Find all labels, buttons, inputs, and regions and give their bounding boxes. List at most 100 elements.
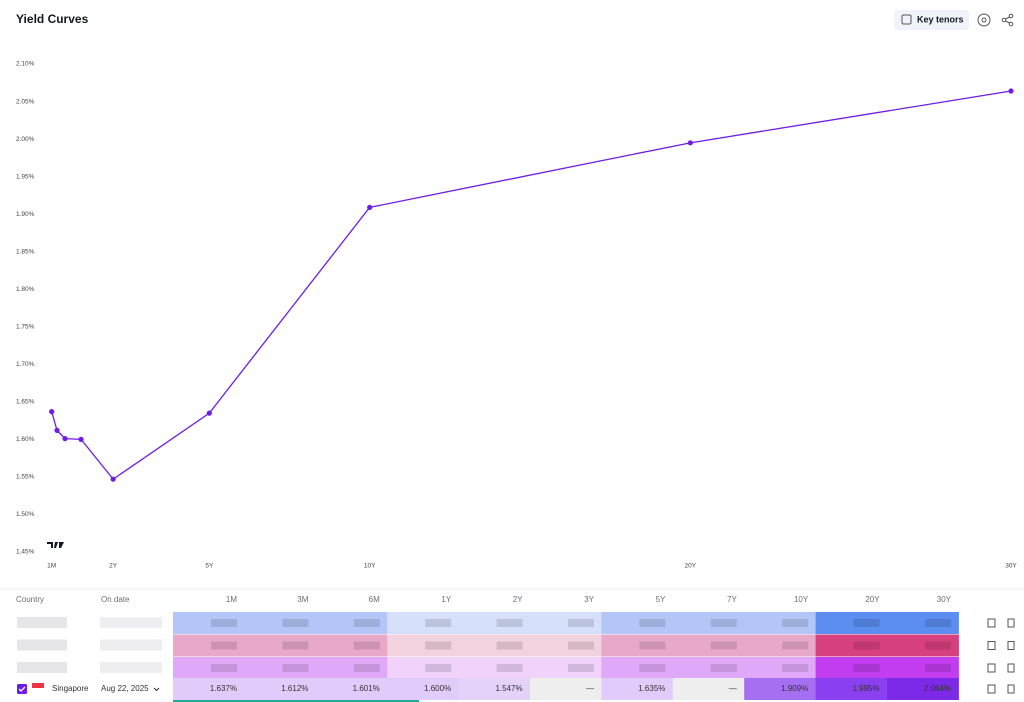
blurred-value: [925, 641, 951, 650]
y-tick-label: 1.80%: [16, 286, 35, 293]
blurred-value: [639, 619, 666, 627]
row-underline: [173, 700, 419, 702]
blurred-cell: [173, 657, 245, 679]
column-header: Country: [16, 595, 44, 604]
blurred-country: [17, 639, 67, 651]
column-header: 1M: [226, 595, 237, 604]
y-tick-label: 2.00%: [16, 136, 35, 143]
blurred-value: [211, 641, 237, 650]
date-picker[interactable]: Aug 22, 2025: [101, 684, 149, 693]
blurred-value: [496, 619, 523, 627]
value-cell: [315, 678, 388, 700]
column-header: 6M: [369, 595, 380, 604]
column-header: 10Y: [794, 595, 809, 604]
blurred-cell: [315, 612, 388, 634]
copy-button[interactable]: [987, 618, 996, 628]
blurred-value: [925, 664, 951, 672]
copy-button[interactable]: [987, 663, 996, 673]
x-tick-label: 20Y: [685, 563, 697, 570]
y-tick-label: 2.05%: [16, 98, 35, 105]
blurred-cell: [601, 657, 674, 679]
blurred-cell: [458, 612, 531, 634]
data-point: [687, 140, 693, 146]
blurred-cell: [530, 634, 602, 657]
blurred-value: [710, 641, 737, 650]
value-text: 1.600%: [424, 684, 451, 693]
y-tick-label: 1.95%: [16, 173, 35, 180]
x-tick-label: 30Y: [1005, 563, 1017, 570]
delete-button[interactable]: [1007, 618, 1015, 628]
data-point: [62, 436, 68, 442]
dropdown-chevron: [153, 687, 160, 692]
blurred-cell: [887, 634, 959, 657]
settings-button[interactable]: [977, 13, 991, 27]
data-point: [110, 476, 116, 482]
x-tick-label: 10Y: [364, 563, 376, 570]
value-cell: [387, 678, 460, 700]
blurred-value: [782, 641, 809, 650]
blurred-cell: [173, 612, 245, 634]
value-text: —: [729, 684, 737, 693]
y-tick-label: 1.60%: [16, 436, 35, 443]
x-tick-label: 5Y: [205, 563, 214, 570]
column-header: 7Y: [727, 595, 737, 604]
data-point: [78, 436, 84, 442]
settings-icon: [981, 17, 987, 23]
value-text: 1.601%: [353, 684, 380, 693]
y-tick-label: 1.85%: [16, 248, 35, 255]
blurred-value: [425, 619, 452, 627]
country-name: Singapore: [52, 684, 89, 693]
blurred-cell: [601, 634, 674, 657]
blurred-value: [425, 641, 452, 650]
blurred-value: [353, 619, 380, 627]
blurred-value: [639, 664, 666, 672]
blurred-cell: [387, 657, 460, 679]
blurred-value: [782, 619, 809, 627]
blurred-cell: [530, 657, 602, 679]
x-tick-label: 1M: [47, 563, 56, 570]
column-header: 3M: [297, 595, 308, 604]
value-text: 1.637%: [210, 684, 237, 693]
blurred-value: [282, 619, 309, 627]
delete-button[interactable]: [1007, 641, 1015, 650]
blurred-cell: [672, 634, 745, 657]
key-tenors-button[interactable]: [894, 10, 969, 30]
blurred-value: [211, 619, 237, 627]
blurred-cell: [744, 612, 817, 634]
blurred-value: [282, 641, 309, 650]
copy-button[interactable]: [987, 641, 996, 650]
blurred-value: [639, 641, 666, 650]
blurred-cell: [244, 612, 317, 634]
checkmark: [18, 686, 26, 692]
delete-button[interactable]: [1007, 684, 1015, 694]
value-text: 1.635%: [638, 684, 665, 693]
calendar-icon: [901, 14, 912, 25]
blurred-country: [17, 662, 67, 673]
column-header: 30Y: [937, 595, 952, 604]
column-header: 3Y: [584, 595, 594, 604]
y-tick-label: 1.90%: [16, 211, 35, 218]
blurred-value: [282, 664, 309, 672]
blurred-value: [211, 664, 237, 672]
blurred-cell: [744, 634, 817, 657]
blurred-value: [568, 664, 594, 672]
blurred-value: [710, 619, 737, 627]
delete-button[interactable]: [1007, 663, 1015, 673]
blurred-value: [353, 641, 380, 650]
blurred-cell: [815, 634, 888, 657]
value-text: 1.995%: [852, 684, 879, 693]
value-cell: [530, 678, 602, 700]
column-header: 5Y: [656, 595, 666, 604]
row-checkbox[interactable]: [17, 684, 27, 694]
blurred-cell: [815, 612, 888, 634]
value-cell: [672, 678, 745, 700]
copy-button[interactable]: [987, 684, 996, 694]
blurred-value: [925, 619, 951, 627]
data-point: [1008, 88, 1014, 94]
key-tenors-label[interactable]: Key tenors: [917, 14, 964, 24]
value-cell: [744, 678, 817, 700]
value-cell: [601, 678, 674, 700]
value-cell: [458, 678, 531, 700]
share-button[interactable]: [1001, 13, 1014, 27]
blurred-date: [100, 617, 162, 628]
